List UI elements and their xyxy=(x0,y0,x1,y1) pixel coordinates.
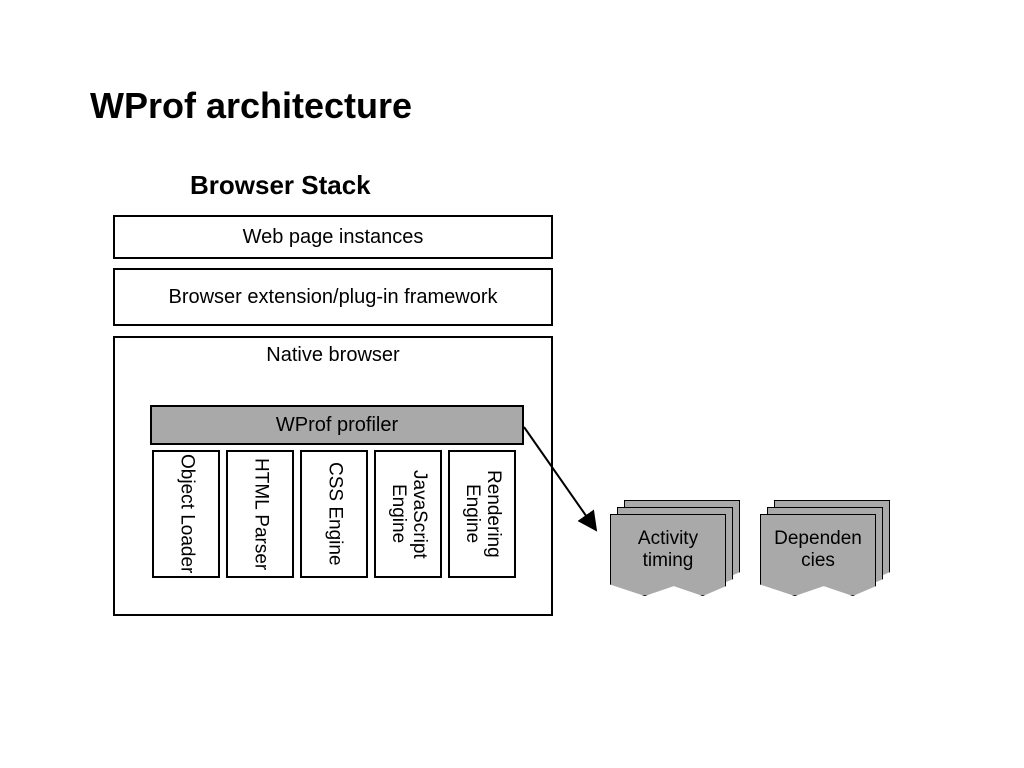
output-dependencies-label: Dependen cies xyxy=(761,528,875,572)
output-dependencies: Dependen cies xyxy=(760,514,876,596)
output-activity-label: Activity timing xyxy=(611,528,725,572)
output-dependencies-stack: Dependen cies xyxy=(760,500,890,595)
arrow-profiler-to-outputs xyxy=(0,0,1024,768)
output-activity-stack: Activity timing xyxy=(610,500,740,595)
output-activity: Activity timing xyxy=(610,514,726,596)
